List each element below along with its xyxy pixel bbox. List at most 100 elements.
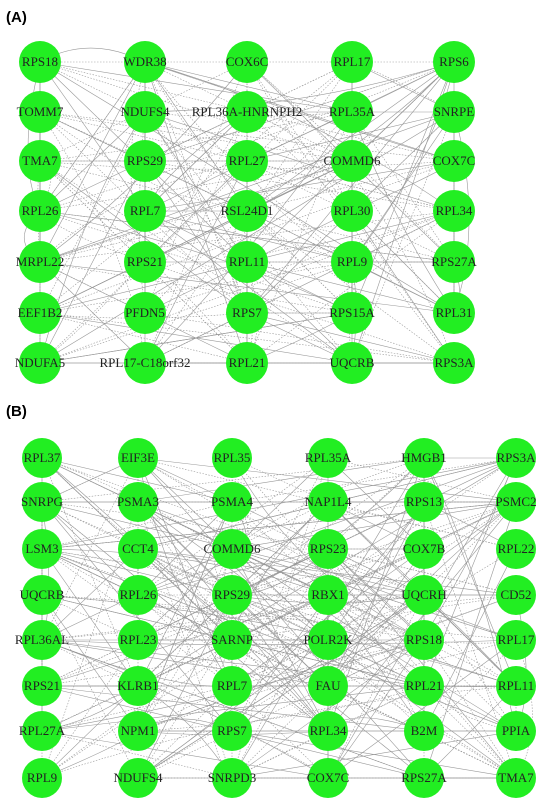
node [404,575,444,615]
node [226,292,268,334]
edge [39,261,353,364]
node-label: RPL34 [436,203,473,218]
node [496,529,536,569]
node-label: NDUFA5 [15,355,65,370]
node-label: RPS29 [127,153,163,168]
node [308,529,348,569]
edge [246,61,455,263]
node-label: COMMD6 [203,541,261,556]
node [404,482,444,522]
edge [246,160,455,212]
node-label: RPL9 [337,254,367,269]
edge [41,548,329,596]
edge [39,61,353,162]
edge [137,685,233,779]
node-label: RPL17-C18orf32 [100,355,191,370]
node [433,342,475,384]
edge [246,61,455,212]
node [22,575,62,615]
node-label: RPS23 [310,541,346,556]
node [118,711,158,751]
node-label: COX6C [226,54,269,69]
node [212,438,252,478]
edge [327,548,425,641]
node-label: RPL36AL [15,632,69,647]
node [118,666,158,706]
node-label: EEF1B2 [18,305,63,320]
edge [39,160,248,314]
node [226,91,268,133]
node-label: RPS13 [406,494,442,509]
node-label: FAU [315,678,341,693]
node [124,190,166,232]
node [308,438,348,478]
node-label: POLR2K [303,632,353,647]
node-label: TOMM7 [17,104,64,119]
node [433,91,475,133]
edge [41,730,329,779]
nodes: RPS18 WDR38 COX6C RPL17 RPS6 TOMM7 NDUFS4 RPL36… [15,41,477,384]
edge [137,594,425,641]
edge [246,111,353,212]
node-label: RPL7 [130,203,161,218]
node [124,91,166,133]
node [331,41,373,83]
node-label: RPL34 [310,723,347,738]
edge [137,548,233,732]
edge [39,160,146,364]
node [124,41,166,83]
edge [39,160,353,364]
edge [231,457,425,596]
node-label: SARNP [211,632,253,647]
node-label: COX7C [307,770,350,785]
edge [41,457,139,641]
edge [231,639,425,779]
edge [41,639,425,687]
node-label: PPIA [502,723,531,738]
edge [231,685,329,779]
edge [39,61,353,364]
edge [231,594,329,779]
node [212,482,252,522]
edge [41,501,329,779]
edge [246,61,455,364]
node-label: RPL11 [498,678,534,693]
node [308,575,348,615]
node-label: COX7C [433,153,476,168]
edge [423,501,517,550]
edge [423,639,517,779]
node-label: CD52 [500,587,531,602]
edge [41,548,233,687]
node-label: RPS21 [127,254,163,269]
node [331,190,373,232]
node-label: HMGB1 [401,450,447,465]
edge [351,61,455,162]
edge [351,210,455,364]
edge [144,61,353,113]
node-label: RPL11 [229,254,265,269]
edge [39,61,455,162]
node-label: COMMD6 [323,153,381,168]
edge [212,639,233,779]
edge [144,61,455,162]
edge [231,639,329,732]
edge [41,685,517,779]
node [308,758,348,798]
edge [39,111,455,212]
edge [41,594,517,687]
edge [423,639,517,732]
node [496,758,536,798]
node-label: RPS21 [24,678,60,693]
edge [41,501,329,732]
edge [144,61,455,162]
node-label: RPS6 [439,54,469,69]
node [404,711,444,751]
edge [327,639,517,779]
edge [231,501,517,550]
edge [137,594,517,732]
edge [39,61,455,314]
node-label: UQCRH [401,587,447,602]
node [212,620,252,660]
edge [144,160,248,364]
node-label: PSMA4 [211,494,253,509]
